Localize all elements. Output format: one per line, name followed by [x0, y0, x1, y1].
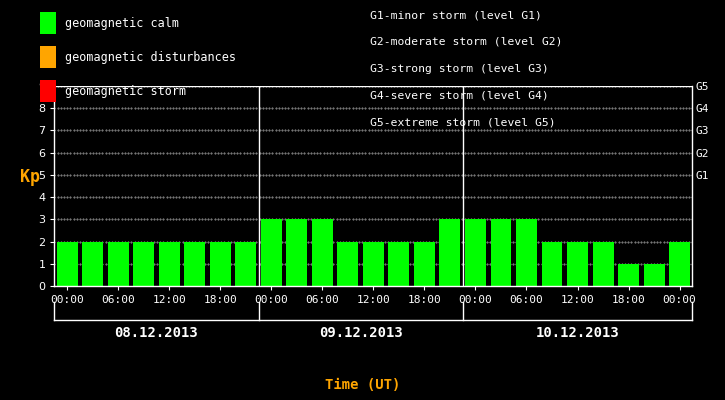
Text: G3-strong storm (level G3): G3-strong storm (level G3)	[370, 64, 549, 74]
Text: G5-extreme storm (level G5): G5-extreme storm (level G5)	[370, 117, 555, 127]
Bar	[312, 219, 333, 286]
Bar	[669, 242, 690, 286]
Text: 08.12.2013: 08.12.2013	[115, 326, 199, 340]
Y-axis label: Kp: Kp	[20, 168, 40, 186]
Bar	[618, 264, 639, 286]
Bar	[184, 242, 205, 286]
Bar	[82, 242, 103, 286]
Bar	[542, 242, 563, 286]
Bar	[286, 219, 307, 286]
Bar	[644, 264, 665, 286]
Text: Time (UT): Time (UT)	[325, 378, 400, 392]
Text: G2-moderate storm (level G2): G2-moderate storm (level G2)	[370, 37, 563, 47]
Bar	[133, 242, 154, 286]
Bar	[108, 242, 128, 286]
Bar	[592, 242, 613, 286]
Bar	[491, 219, 511, 286]
Text: geomagnetic disturbances: geomagnetic disturbances	[65, 50, 236, 64]
Bar	[439, 219, 460, 286]
Text: G1-minor storm (level G1): G1-minor storm (level G1)	[370, 10, 542, 20]
Bar	[57, 242, 78, 286]
Bar	[389, 242, 410, 286]
Bar	[516, 219, 537, 286]
Bar	[337, 242, 358, 286]
Bar	[567, 242, 588, 286]
Bar	[465, 219, 486, 286]
Bar	[210, 242, 231, 286]
Bar	[159, 242, 180, 286]
Text: geomagnetic calm: geomagnetic calm	[65, 16, 178, 30]
Text: G4-severe storm (level G4): G4-severe storm (level G4)	[370, 90, 549, 100]
Bar	[414, 242, 435, 286]
Text: geomagnetic storm: geomagnetic storm	[65, 84, 186, 98]
Text: 10.12.2013: 10.12.2013	[536, 326, 619, 340]
Text: 09.12.2013: 09.12.2013	[319, 326, 402, 340]
Bar	[363, 242, 384, 286]
Bar	[261, 219, 282, 286]
Bar	[236, 242, 256, 286]
